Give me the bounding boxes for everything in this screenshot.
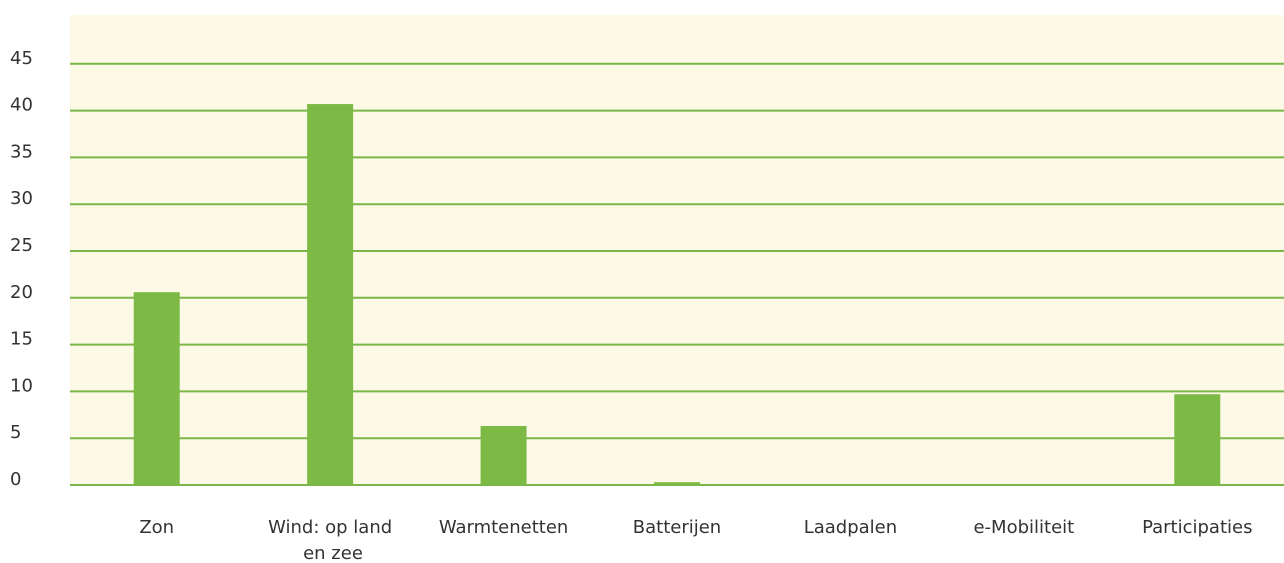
y-tick-label: 15: [10, 329, 33, 350]
y-tick-label: 35: [10, 141, 33, 162]
x-tick-label: e-Mobiliteit: [973, 517, 1074, 538]
x-tick-label: Batterijen: [633, 517, 721, 538]
x-tick-label: Zon: [139, 517, 174, 538]
y-tick-label: 20: [10, 282, 33, 303]
bar: [307, 104, 354, 485]
y-tick-label: 5: [10, 422, 21, 443]
y-tick-label: 10: [10, 375, 33, 396]
y-tick-label: 0: [10, 469, 21, 490]
x-tick-label: Warmtenetten: [439, 517, 569, 538]
bar: [480, 426, 527, 485]
y-tick-label: 25: [10, 235, 33, 256]
x-tick-label: Wind: op land en zee: [268, 517, 392, 563]
bar: [654, 482, 700, 485]
y-tick-label: 30: [10, 188, 33, 209]
x-tick-label: Laadpalen: [804, 517, 897, 538]
y-tick-label: 45: [10, 48, 33, 69]
bar: [1174, 394, 1221, 485]
x-tick-label: Participaties: [1142, 517, 1252, 538]
y-tick-label: 40: [10, 95, 33, 116]
bar: [133, 292, 180, 485]
